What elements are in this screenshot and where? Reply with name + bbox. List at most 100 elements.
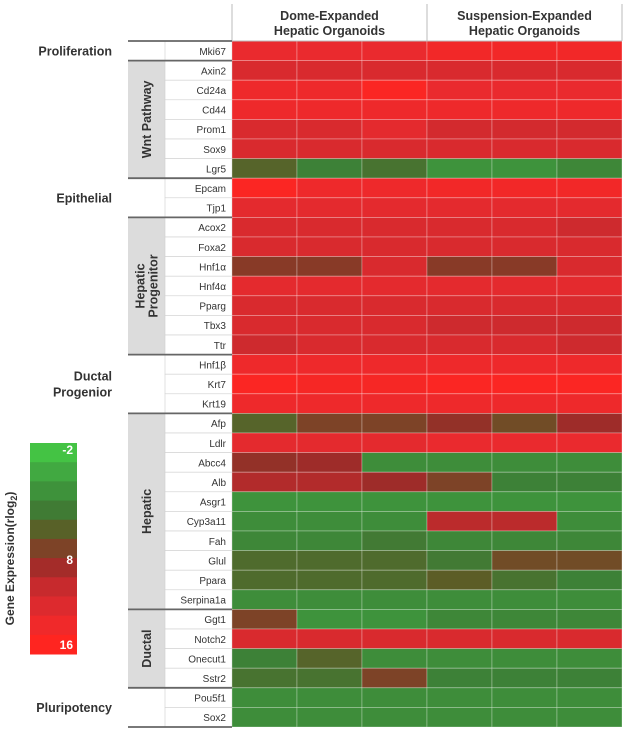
heatmap-cell — [556, 412, 623, 434]
heatmap-cell — [231, 550, 298, 571]
heatmap-cell — [426, 177, 493, 199]
gene-label: Acox2 — [198, 223, 226, 234]
heatmap-cell — [426, 275, 493, 297]
heatmap-cell — [556, 60, 623, 81]
heatmap-cell — [426, 609, 493, 630]
heatmap-cell — [296, 471, 363, 493]
gene-label: Prom1 — [197, 125, 227, 136]
heatmap-cell — [426, 236, 493, 258]
heatmap-cell — [296, 177, 363, 199]
heatmap-cell — [296, 530, 363, 552]
heatmap-cell — [426, 40, 493, 62]
heatmap-cell — [491, 648, 558, 669]
legend-title-subscript: 2 — [9, 496, 19, 501]
legend-swatch — [30, 558, 77, 578]
heatmap-cell — [491, 216, 558, 238]
gene-label: Epcam — [195, 184, 226, 195]
heatmap-cell — [491, 79, 558, 101]
heatmap-cell — [491, 471, 558, 493]
heatmap-cell — [491, 158, 558, 179]
heatmap-cell — [361, 256, 428, 277]
heatmap-cell — [426, 216, 493, 238]
heatmap-cell — [491, 295, 558, 316]
heatmap-cell — [296, 138, 363, 160]
heatmap-cell — [361, 275, 428, 297]
heatmap-cell — [296, 60, 363, 81]
heatmap-cell — [426, 334, 493, 356]
gene-label: Onecut1 — [188, 654, 226, 665]
heatmap-cell — [231, 60, 298, 81]
gene-label: Abcc4 — [198, 458, 226, 469]
heatmap-cell — [556, 550, 623, 571]
gene-label: Sox2 — [203, 713, 226, 724]
heatmap-cell — [426, 79, 493, 101]
gene-label: Pparg — [199, 302, 226, 313]
heatmap-cell — [426, 550, 493, 571]
heatmap-cell — [556, 510, 623, 532]
heatmap-cell — [361, 393, 428, 414]
heatmap-cell — [426, 628, 493, 650]
legend-swatch — [30, 500, 77, 521]
heatmap-cell — [426, 158, 493, 179]
gene-label: Ttr — [214, 341, 227, 352]
gene-label: Tbx3 — [204, 321, 227, 332]
heatmap-cell — [556, 491, 623, 512]
legend-tick-label: -2 — [62, 443, 73, 457]
heatmap-cell — [361, 569, 428, 591]
heatmap-cell — [296, 687, 363, 708]
heatmap-cell — [491, 687, 558, 708]
heatmap-cell — [556, 609, 623, 630]
heatmap-cell — [426, 530, 493, 552]
heatmap-cell — [231, 530, 298, 552]
heatmap-cell — [556, 628, 623, 650]
gene-label: Ldlr — [209, 439, 226, 450]
heatmap-cell — [556, 589, 623, 610]
heatmap-cell — [491, 99, 558, 120]
heatmap-cell — [361, 197, 428, 218]
heatmap-cell — [426, 648, 493, 669]
heatmap-cell — [361, 707, 428, 728]
heatmap-cell — [361, 40, 428, 62]
heatmap-cell — [556, 354, 623, 375]
legend-swatch — [30, 538, 77, 559]
heatmap-cell — [556, 236, 623, 258]
gene-label: Ppara — [199, 576, 226, 587]
legend-swatch — [30, 577, 77, 597]
gene-label: Tjp1 — [207, 204, 227, 215]
heatmap-cell — [296, 295, 363, 316]
legend-title-suffix: ) — [3, 492, 17, 496]
heatmap-cell — [426, 432, 493, 454]
heatmap-cell — [231, 471, 298, 493]
group-label-strip — [128, 217, 165, 355]
gene-label: Hnf1α — [199, 262, 226, 273]
heatmap-cell — [361, 354, 428, 375]
heatmap-cell — [361, 412, 428, 434]
heatmap-cell — [556, 99, 623, 120]
heatmap-cell — [296, 79, 363, 101]
heatmap-cell — [296, 256, 363, 277]
legend-swatch — [30, 634, 77, 655]
heatmap-cell — [491, 510, 558, 532]
heatmap-cell — [231, 393, 298, 414]
heatmap-cell — [556, 40, 623, 62]
gene-label: Cd44 — [202, 106, 226, 117]
heatmap-cell — [491, 275, 558, 297]
row-group-label: Hepatic — [140, 489, 154, 534]
heatmap-cell — [296, 216, 363, 238]
row-group-label: Wnt Pathway — [140, 80, 154, 158]
heatmap-cell — [491, 197, 558, 218]
heatmap-cell — [491, 667, 558, 689]
heatmap-cell — [491, 452, 558, 473]
heatmap-cell — [556, 667, 623, 689]
gene-label: Asgr1 — [200, 498, 227, 509]
heatmap-cell — [556, 197, 623, 218]
heatmap-cell — [426, 707, 493, 728]
column-header-line2: Hepatic Organoids — [274, 24, 385, 38]
heatmap-cell — [556, 256, 623, 277]
heatmap-cell — [426, 295, 493, 316]
heatmap-cell — [426, 138, 493, 160]
heatmap-cell — [491, 40, 558, 62]
heatmap-cell — [231, 99, 298, 120]
heatmap-cell — [296, 412, 363, 434]
heatmap-cell — [231, 197, 298, 218]
